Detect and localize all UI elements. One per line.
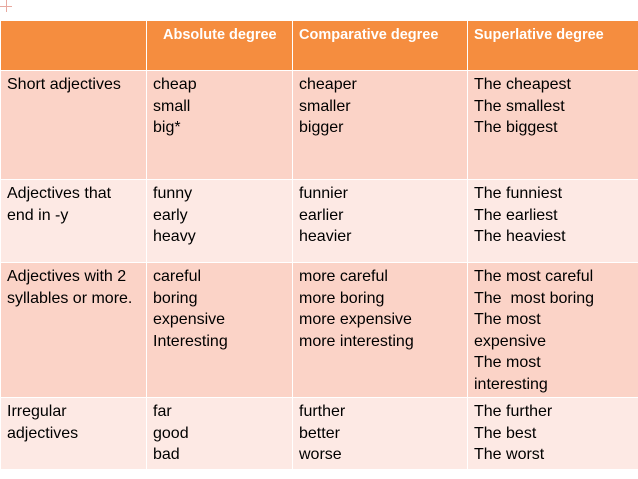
absolute-form: big*	[153, 119, 181, 136]
superlative-form: The best	[474, 424, 537, 442]
superlative-form: The biggest	[474, 119, 558, 136]
comparative-form: heavier	[299, 228, 352, 245]
table-header-row: Absolute degree Comparative degree Super…	[0, 20, 638, 71]
absolute-form: careful	[153, 268, 202, 285]
absolute-cell: cheap small big*	[146, 70, 293, 180]
comparative-form: more expensive	[299, 311, 412, 328]
comparative-form: more interesting	[299, 332, 414, 350]
comparative-form: more careful	[299, 268, 388, 285]
absolute-form: funny	[153, 185, 193, 202]
comparative-form: further	[299, 403, 346, 420]
row-category-cell: Adjectives with 2 syllables or more.	[0, 262, 147, 398]
corner-decoration-vertical	[6, 0, 7, 12]
comparative-cell: cheaper smaller bigger	[292, 70, 468, 180]
row-category-cell: Adjectives that end in -y	[0, 179, 147, 263]
row-category-cell: Irregular adjectives	[0, 397, 147, 470]
absolute-form: good	[153, 424, 189, 442]
comparative-form: worse	[299, 446, 342, 463]
absolute-cell: far good bad	[146, 397, 293, 470]
absolute-form: small	[153, 97, 191, 115]
superlative-form: The most interesting	[474, 354, 548, 393]
superlative-form: The most boring	[474, 289, 595, 307]
absolute-form: Interesting	[153, 332, 228, 350]
table-row: Adjectives with 2 syllables or more. car…	[0, 262, 638, 398]
absolute-form: boring	[153, 289, 198, 307]
superlative-form: The cheapest	[474, 76, 571, 93]
comparative-cell: further better worse	[292, 397, 468, 470]
comparative-form: better	[299, 424, 340, 442]
comparative-form: more boring	[299, 289, 385, 307]
superlative-form: The further	[474, 403, 553, 420]
corner-decoration	[0, 0, 12, 12]
superlative-form: The earliest	[474, 206, 558, 224]
comparative-form: earlier	[299, 206, 344, 224]
comparative-form: funnier	[299, 185, 348, 202]
comparative-cell: more careful more boring more expensive …	[292, 262, 468, 398]
comparative-form: cheaper	[299, 76, 357, 93]
absolute-form: heavy	[153, 228, 196, 245]
absolute-form: far	[153, 403, 172, 420]
header-cell-absolute: Absolute degree	[146, 20, 293, 71]
superlative-cell: The cheapest The smallest The biggest	[467, 70, 638, 180]
header-cell-comparative: Comparative degree	[292, 20, 468, 71]
superlative-form: The worst	[474, 446, 545, 463]
row-category-cell: Short adjectives	[0, 70, 147, 180]
header-cell-empty	[0, 20, 147, 71]
table-row: Irregular adjectives far good bad furthe…	[0, 397, 638, 470]
superlative-form: The most expensive	[474, 311, 547, 350]
adjective-degrees-table: Absolute degree Comparative degree Super…	[0, 20, 638, 470]
superlative-form: The smallest	[474, 97, 565, 115]
comparative-form: smaller	[299, 97, 351, 115]
superlative-cell: The most careful The most boring The mos…	[467, 262, 638, 398]
superlative-form: The funniest	[474, 185, 563, 202]
superlative-form: The heaviest	[474, 228, 566, 245]
absolute-form: expensive	[153, 311, 226, 328]
table-row: Adjectives that end in -y funny early he…	[0, 179, 638, 263]
table-row: Short adjectives cheap small big* cheape…	[0, 70, 638, 180]
superlative-cell: The further The best The worst	[467, 397, 638, 470]
comparative-form: bigger	[299, 119, 344, 136]
absolute-form: bad	[153, 446, 180, 463]
absolute-form: early	[153, 206, 188, 224]
absolute-cell: careful boring expensive Interesting	[146, 262, 293, 398]
absolute-form: cheap	[153, 76, 197, 93]
header-cell-superlative: Superlative degree	[467, 20, 638, 71]
absolute-cell: funny early heavy	[146, 179, 293, 263]
comparative-cell: funnier earlier heavier	[292, 179, 468, 263]
superlative-cell: The funniest The earliest The heaviest	[467, 179, 638, 263]
superlative-form: The most careful	[474, 268, 594, 285]
